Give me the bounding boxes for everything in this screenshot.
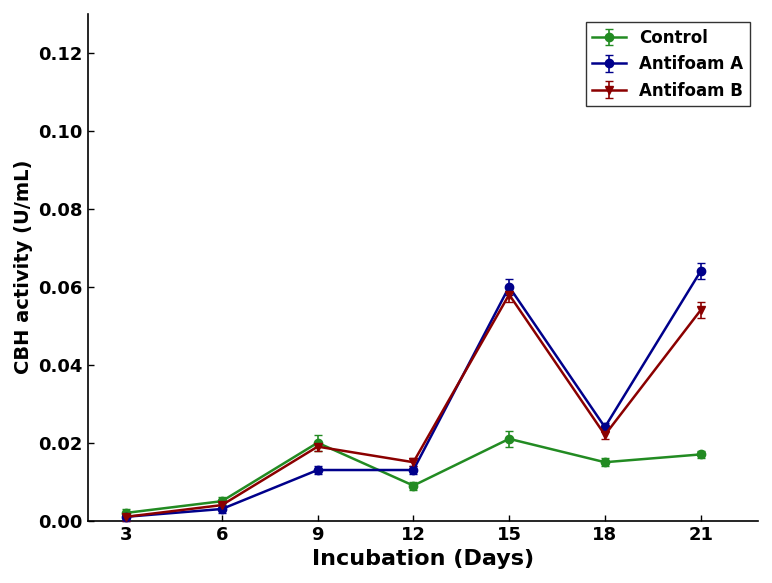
X-axis label: Incubation (Days): Incubation (Days) xyxy=(312,549,534,569)
Legend: Control, Antifoam A, Antifoam B: Control, Antifoam A, Antifoam B xyxy=(586,22,750,106)
Y-axis label: CBH activity (U/mL): CBH activity (U/mL) xyxy=(14,160,33,374)
